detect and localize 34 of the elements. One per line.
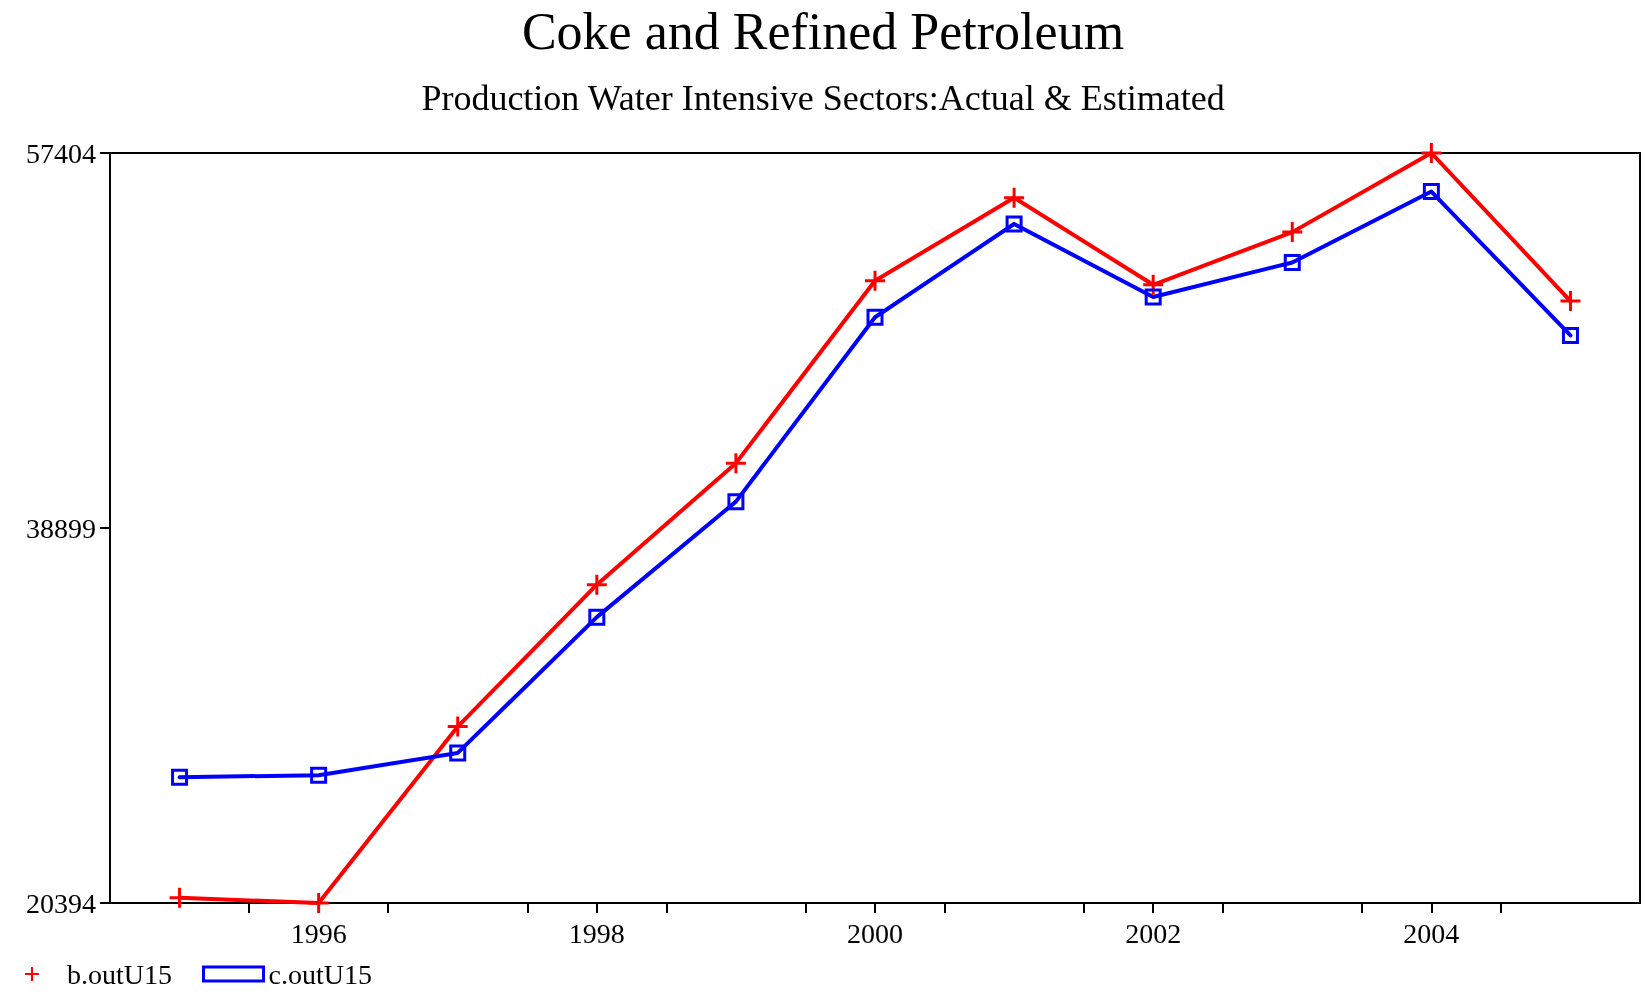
x-tick-label: 1996 xyxy=(290,917,347,949)
x-tick-label: 2000 xyxy=(847,917,903,949)
x-tick-label: 2002 xyxy=(1125,917,1182,949)
point xyxy=(308,893,329,913)
y-tick-label: 57404 xyxy=(26,137,96,169)
point xyxy=(1004,187,1025,208)
point xyxy=(1561,326,1579,344)
point xyxy=(865,270,885,291)
chart-subtitle: Production Water Intensive Sectors:Actual & Estimated xyxy=(421,78,1225,118)
y-tick-label: 20394 xyxy=(26,887,96,919)
point xyxy=(586,574,607,595)
x-tick-label: 2004 xyxy=(1403,917,1460,949)
point xyxy=(1144,288,1162,306)
point xyxy=(588,608,606,626)
point xyxy=(1005,215,1023,233)
point xyxy=(1421,143,1442,163)
point xyxy=(727,493,745,511)
legend-label: b.outU15 xyxy=(67,958,172,990)
point xyxy=(1560,291,1581,312)
point xyxy=(169,887,190,908)
point xyxy=(866,308,884,326)
x-tick-label: 1998 xyxy=(568,917,625,949)
point xyxy=(1283,254,1301,272)
chart-title: Coke and Refined Petroleum xyxy=(521,2,1125,60)
point xyxy=(1143,274,1164,295)
point xyxy=(171,768,189,786)
point xyxy=(1422,183,1440,201)
legend-label: c.outU15 xyxy=(268,958,372,990)
point xyxy=(310,766,328,784)
point xyxy=(725,453,746,474)
point xyxy=(449,744,467,762)
point xyxy=(1282,222,1303,243)
y-tick-label: 38899 xyxy=(26,512,96,544)
point xyxy=(447,716,468,737)
